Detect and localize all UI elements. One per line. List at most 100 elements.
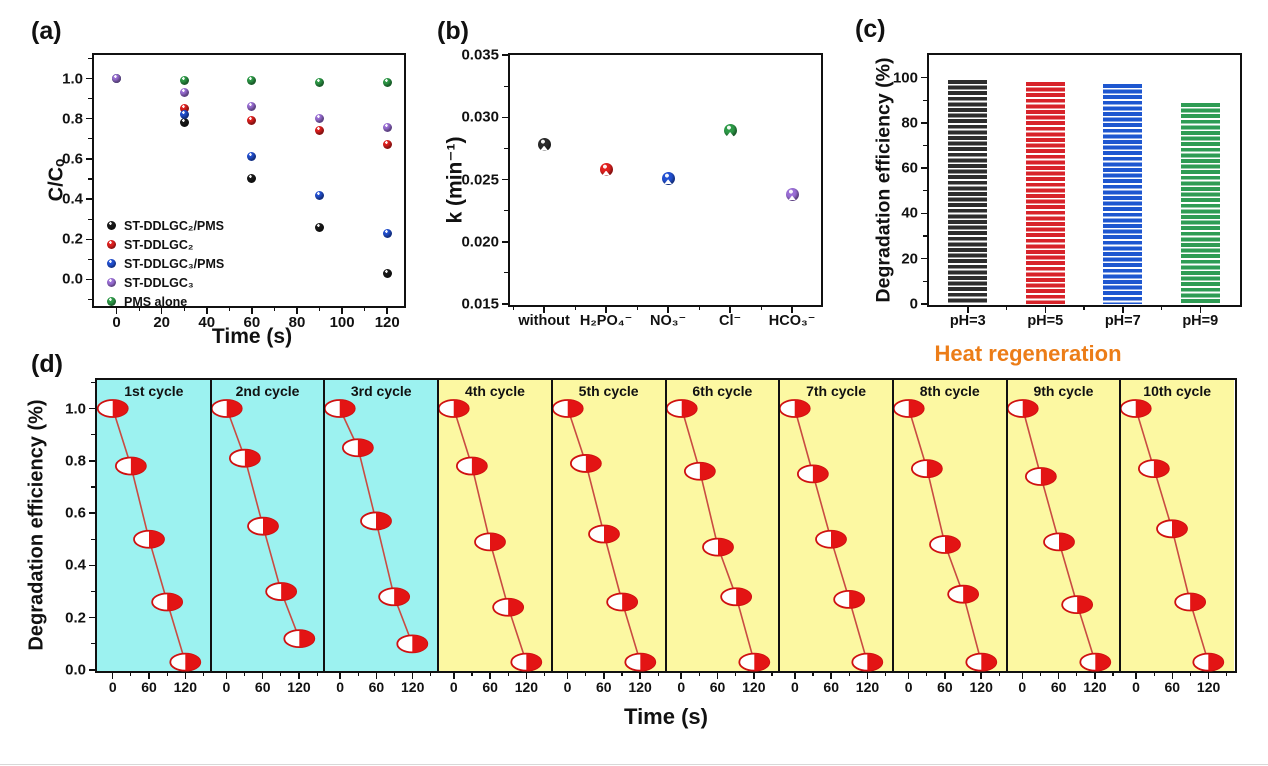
cycle-panel-10: 10th cycle <box>1120 380 1234 672</box>
marker-right-half <box>490 533 506 551</box>
x-minor-tick <box>574 306 576 310</box>
marker-right-half <box>226 400 242 418</box>
x-tick-label: 0 <box>677 679 686 695</box>
x-tick <box>453 672 455 679</box>
legend-label: ST-DDLGC₃ <box>124 275 194 290</box>
cycle-panel-title: 1st cycle <box>124 383 184 399</box>
y-tick-label: 0.035 <box>461 46 499 64</box>
marker-right-half <box>567 400 583 418</box>
x-minor-tick <box>760 306 762 310</box>
y-minor-tick <box>88 298 92 301</box>
x-tick-label: 60 <box>823 679 839 695</box>
marker-right-half <box>1136 400 1152 418</box>
marker-right-half <box>603 525 619 543</box>
panel-d-label: (d) <box>31 350 63 378</box>
marker-right-half <box>453 400 469 418</box>
x-tick <box>341 307 343 314</box>
x-minor-tick <box>183 307 185 311</box>
panel-separator <box>437 380 440 671</box>
data-point-PMS alone <box>247 76 257 86</box>
x-tick-label: 60 <box>368 679 385 695</box>
panel-separator <box>550 380 553 671</box>
x-minor-tick <box>543 672 546 676</box>
panel-separator <box>323 380 326 671</box>
marker-right-half <box>508 598 524 616</box>
x-tick-label: 0 <box>449 679 458 695</box>
x-minor-tick <box>243 672 246 676</box>
data-point-ST-DDLGC₂ <box>315 126 325 136</box>
data-point-without <box>537 138 551 152</box>
y-tick-label: 0.4 <box>62 190 83 208</box>
x-tick <box>716 672 719 679</box>
marker-highlight <box>664 179 673 185</box>
cycle-panel-7: 7th cycle <box>779 380 893 672</box>
y-tick-label: 0 <box>909 295 918 313</box>
x-minor-tick <box>393 672 396 676</box>
y-tick <box>85 198 92 200</box>
bar-pH=7 <box>1103 84 1143 304</box>
x-tick-label: 0 <box>1018 679 1027 695</box>
legend-label: ST-DDLGC₂ <box>124 237 194 252</box>
data-point-ST-DDLGC₃/PMS <box>247 152 257 162</box>
x-tick <box>160 307 163 314</box>
x-minor-tick <box>280 672 282 676</box>
page-divider <box>0 764 1268 765</box>
x-tick <box>298 672 300 679</box>
y-tick-label: 0.0 <box>65 661 86 679</box>
x-minor-tick <box>812 672 814 676</box>
x-minor-tick <box>1160 306 1163 310</box>
data-point-ST-DDLGC₂/PMS <box>179 118 189 128</box>
cycle-panel-4: 4th cycle <box>437 380 552 672</box>
x-tick <box>729 306 731 313</box>
legend-item: ST-DDLGC₂/PMS <box>107 216 224 235</box>
x-tick-label: 60 <box>937 679 953 695</box>
data-point-ST-DDLGC₂/PMS <box>382 268 392 278</box>
y-minor-tick <box>91 590 95 593</box>
marker-right-half <box>944 535 960 553</box>
x-minor-tick <box>228 307 230 311</box>
y-tick-label: 0.6 <box>65 504 86 522</box>
panel-separator <box>1005 380 1008 671</box>
marker-right-half <box>358 439 374 457</box>
x-tick-label: 120 <box>742 679 766 695</box>
cycle-trace <box>437 399 543 672</box>
panel-b-label: (b) <box>437 17 469 45</box>
x-tick <box>386 307 388 314</box>
chart-c-yaxis-title: Degradation efficiency (%) <box>872 57 895 303</box>
marker-right-half <box>981 653 997 671</box>
y-minor-tick <box>91 381 95 383</box>
y-minor-tick <box>88 218 92 220</box>
x-tick <box>680 672 682 679</box>
x-tick <box>753 672 755 679</box>
x-tick <box>261 672 264 679</box>
x-minor-tick <box>771 672 773 676</box>
legend-item: ST-DDLGC₃/PMS <box>107 254 224 273</box>
x-tick-label: 120 <box>628 679 652 695</box>
marker-right-half <box>867 653 883 671</box>
marker-highlight <box>602 170 611 176</box>
y-tick <box>920 76 927 79</box>
y-tick-label: 0.0 <box>62 270 83 288</box>
x-tick <box>1207 672 1210 679</box>
marker-right-half <box>1190 593 1206 611</box>
panel-separator <box>778 380 781 671</box>
y-minor-tick <box>91 434 95 436</box>
cycle-panel-title: 10th cycle <box>1143 383 1211 399</box>
cycle-panel-title: 3rd cycle <box>350 383 412 399</box>
x-tick-label: 60 <box>1050 679 1067 695</box>
legend-marker <box>107 221 116 230</box>
marker-right-half <box>185 653 201 671</box>
y-minor-tick <box>923 190 927 192</box>
x-tick <box>794 672 796 679</box>
marker-right-half <box>340 400 356 418</box>
y-tick <box>85 117 92 120</box>
cycle-panel-1: 1st cycle <box>96 380 211 672</box>
x-tick-label: 120 <box>287 679 311 695</box>
y-tick-label: 0.025 <box>461 171 499 188</box>
x-tick <box>111 672 114 679</box>
x-tick <box>907 672 910 679</box>
data-point-ST-DDLGC₃ <box>179 88 189 98</box>
y-tick-label: 20 <box>901 250 918 268</box>
x-tick-label: pH=5 <box>1027 313 1064 329</box>
marker-right-half <box>1154 460 1170 478</box>
